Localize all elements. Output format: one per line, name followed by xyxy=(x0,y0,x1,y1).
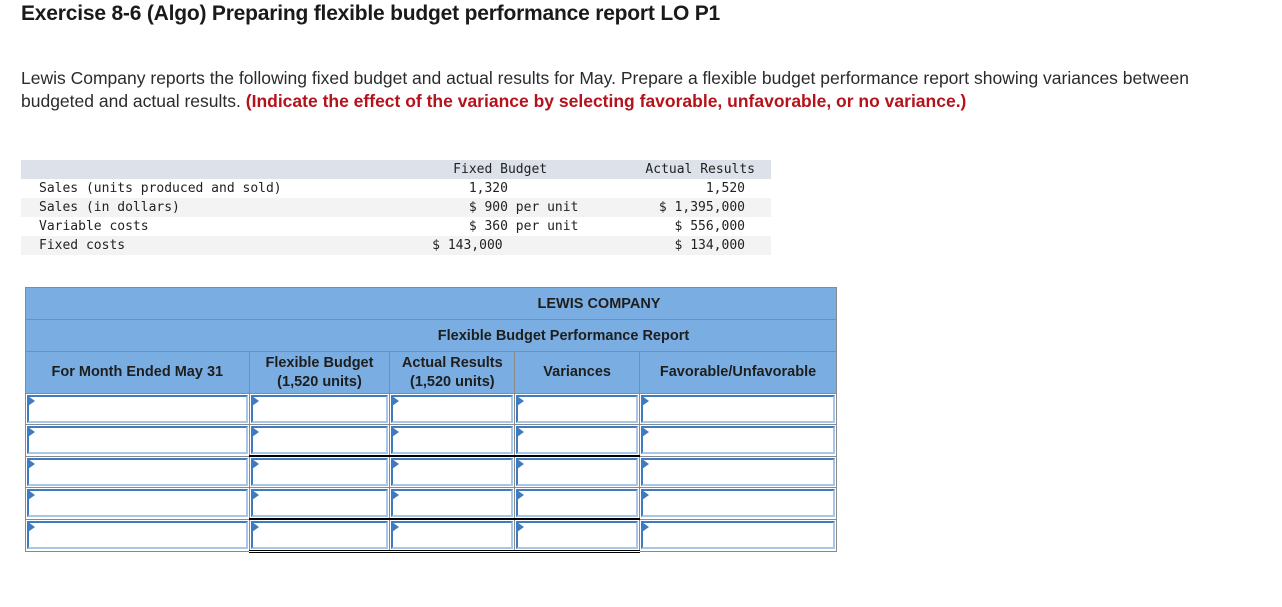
dropdown-arrow-icon xyxy=(392,427,400,437)
variance-input[interactable] xyxy=(516,489,639,517)
report-row xyxy=(25,424,837,457)
variance-input[interactable] xyxy=(516,458,639,486)
given-row: Sales (units produced and sold) 1,320 1,… xyxy=(39,181,745,196)
label-dropdown[interactable] xyxy=(27,521,248,550)
dropdown-arrow-icon xyxy=(28,396,35,406)
fav-unfav-dropdown[interactable] xyxy=(641,457,835,486)
period-header: For Month Ended May 31 xyxy=(25,351,250,394)
dropdown-arrow-icon xyxy=(517,396,525,406)
fav-unfav-dropdown[interactable] xyxy=(641,395,835,423)
dropdown-arrow-icon xyxy=(392,459,400,469)
flexible-budget-input[interactable] xyxy=(250,426,389,454)
dropdown-arrow-icon xyxy=(642,458,650,469)
instruction-emphasis: (Indicate the effect of the variance by … xyxy=(245,91,967,111)
actual-results-header: Actual Results xyxy=(645,160,771,179)
dropdown-arrow-icon xyxy=(517,459,525,469)
dropdown-arrow-icon xyxy=(28,458,35,469)
flexible-budget-input[interactable] xyxy=(250,521,389,549)
dropdown-arrow-icon xyxy=(251,427,259,437)
flexible-budget-input[interactable] xyxy=(250,458,389,486)
given-row: Fixed costs $ 143,000 $ 134,000 xyxy=(21,236,771,255)
dropdown-arrow-icon xyxy=(392,490,400,500)
variance-input[interactable] xyxy=(516,426,639,454)
exercise-title: Exercise 8-6 (Algo) Preparing flexible b… xyxy=(21,2,721,25)
fav-unfav-dropdown[interactable] xyxy=(641,521,835,550)
fav-unfav-dropdown[interactable] xyxy=(641,426,835,455)
dropdown-arrow-icon xyxy=(392,396,400,406)
dropdown-arrow-icon xyxy=(642,396,650,406)
given-row: Sales (in dollars) $ 900 per unit $ 1,39… xyxy=(21,198,771,217)
report-row xyxy=(25,487,837,520)
actual-results-header: Actual Results (1,520 units) xyxy=(389,351,516,394)
dropdown-arrow-icon xyxy=(517,522,525,532)
actual-results-input[interactable] xyxy=(391,521,514,549)
flexible-budget-header: Flexible Budget (1,520 units) xyxy=(248,351,391,394)
flexible-budget-input[interactable] xyxy=(250,395,389,423)
variance-input[interactable] xyxy=(516,521,639,549)
fixed-budget-header: Fixed Budget xyxy=(418,160,646,179)
given-data-table: Fixed Budget Actual Results Sales (units… xyxy=(21,160,771,255)
label-dropdown[interactable] xyxy=(27,457,248,486)
flexible-budget-input[interactable] xyxy=(250,489,389,517)
dropdown-arrow-icon xyxy=(642,522,650,533)
dropdown-arrow-icon xyxy=(251,522,259,532)
actual-results-input[interactable] xyxy=(391,458,514,486)
dropdown-arrow-icon xyxy=(28,490,35,501)
variance-input[interactable] xyxy=(516,395,639,423)
report-row xyxy=(25,393,837,425)
given-header-row: Fixed Budget Actual Results xyxy=(21,160,771,179)
label-dropdown[interactable] xyxy=(27,395,248,423)
dropdown-arrow-icon xyxy=(642,427,650,438)
actual-results-input[interactable] xyxy=(391,395,514,423)
dropdown-arrow-icon xyxy=(251,396,259,406)
report-row xyxy=(25,518,837,553)
report-title: Flexible Budget Performance Report xyxy=(25,319,837,352)
dropdown-arrow-icon xyxy=(251,490,259,500)
dropdown-arrow-icon xyxy=(517,490,525,500)
actual-results-input[interactable] xyxy=(391,489,514,517)
dropdown-arrow-icon xyxy=(28,522,35,533)
dropdown-arrow-icon xyxy=(28,427,35,438)
fav-unfav-dropdown[interactable] xyxy=(641,489,835,518)
performance-report-table: LEWIS COMPANY Flexible Budget Performanc… xyxy=(25,287,837,553)
dropdown-arrow-icon xyxy=(251,459,259,469)
label-dropdown[interactable] xyxy=(27,426,248,455)
report-row xyxy=(25,455,837,488)
fav-unfav-header: Favorable/Unfavorable xyxy=(639,351,837,394)
label-dropdown[interactable] xyxy=(27,489,248,518)
dropdown-arrow-icon xyxy=(517,427,525,437)
column-header-row: For Month Ended May 31 Flexible Budget (1… xyxy=(25,351,837,394)
intro-text: Lewis Company reports the following fixe… xyxy=(21,68,1189,111)
dropdown-arrow-icon xyxy=(642,490,650,501)
dropdown-arrow-icon xyxy=(392,522,400,532)
instructions: Lewis Company reports the following fixe… xyxy=(21,67,1221,113)
company-name: LEWIS COMPANY xyxy=(25,287,837,320)
variances-header: Variances xyxy=(514,351,641,394)
given-row: Variable costs $ 360 per unit $ 556,000 xyxy=(39,219,745,234)
actual-results-input[interactable] xyxy=(391,426,514,454)
